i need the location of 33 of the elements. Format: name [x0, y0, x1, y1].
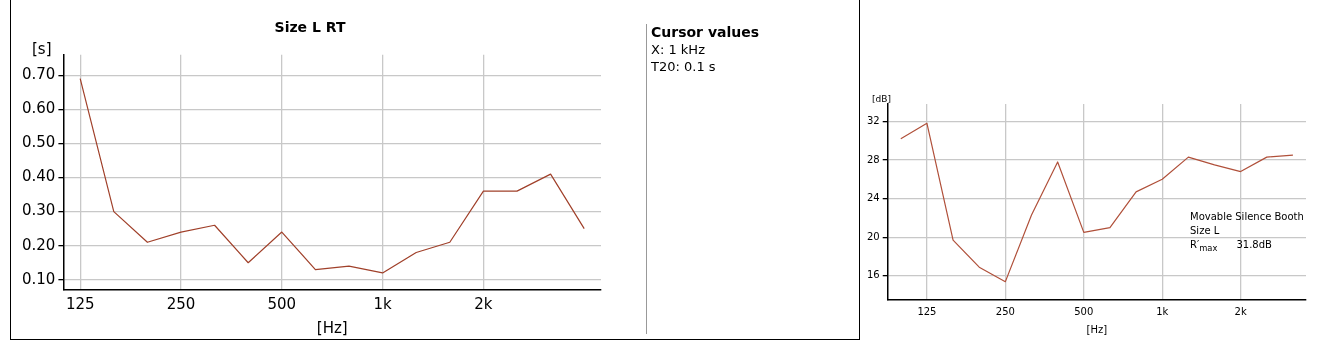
y-axis-title: [s]	[32, 40, 52, 58]
y-tick-label: 0.40	[21, 167, 56, 186]
y-axis-title: [dB]	[872, 94, 891, 104]
y-tick-label: 0.70	[21, 65, 56, 84]
y-tick-label: 16	[866, 269, 880, 281]
y-tick-label: 0.10	[21, 269, 56, 288]
x-tick-label: 250	[995, 305, 1015, 317]
x-axis-title: [Hz]	[316, 318, 348, 337]
text: Cursor values	[651, 24, 760, 41]
y-tick-label: 0.60	[21, 99, 56, 118]
y-tick-label: 24	[866, 192, 880, 204]
y-tick-label: 0.30	[21, 201, 56, 220]
text: T20: 0.1 s	[651, 58, 717, 75]
text: R′$_{max}$ 31.8dB	[1190, 239, 1272, 253]
annotation: Movable Silence Booth	[1190, 210, 1304, 224]
x-tick-label: 500	[267, 294, 297, 313]
x-tick-label: 500	[1074, 305, 1094, 317]
x-tick-label: 1k	[1156, 305, 1169, 317]
x-tick-label: 250	[166, 294, 196, 313]
y-tick-label: 28	[866, 153, 880, 165]
text: X: 1 kHz	[651, 41, 706, 58]
x-tick-label: 1k	[373, 294, 393, 313]
y-tick-label: 32	[866, 114, 880, 126]
x-tick-label: 125	[65, 294, 95, 313]
x-axis-title: [Hz]	[1086, 323, 1108, 335]
x-tick-label: 2k	[474, 294, 493, 313]
x-tick-label: 2k	[1234, 305, 1247, 317]
chart-title: Size L RT	[274, 19, 346, 36]
y-tick-label: 0.20	[21, 235, 56, 254]
y-tick-label: 20	[866, 230, 880, 242]
x-tick-label: 125	[917, 305, 937, 317]
annotation: Size L	[1190, 224, 1221, 238]
y-tick-label: 0.50	[21, 133, 56, 152]
